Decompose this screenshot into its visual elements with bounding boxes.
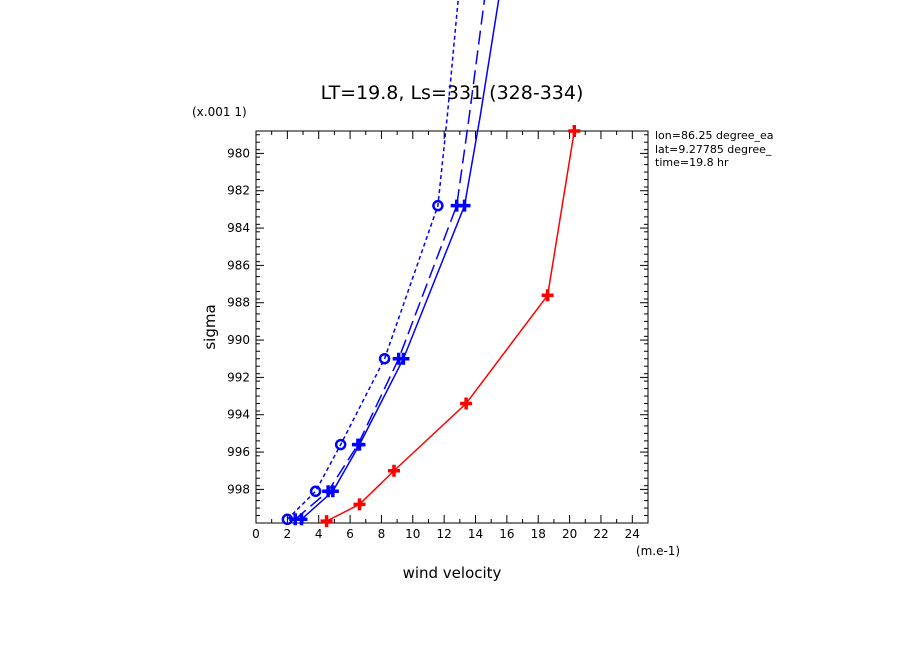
x-tick-label: 0 (252, 527, 260, 541)
chart-title: LT=19.8, Ls=331 (328-334) (321, 82, 584, 104)
x-axis-label: wind velocity (403, 564, 502, 582)
series-4-point (541, 289, 554, 302)
info-lat: lat=9.27785 degree_ (655, 143, 772, 156)
series-2-point (322, 485, 335, 498)
y-unit-label: (x.001 1) (192, 105, 247, 119)
y-tick-label: 992 (227, 370, 250, 384)
x-tick-label: 20 (562, 527, 577, 541)
series-line-2 (294, 0, 486, 520)
info-time: time=19.8 hr (655, 156, 729, 169)
y-tick-label: 990 (227, 333, 250, 347)
y-tick-label: 994 (227, 408, 250, 422)
series-3-point (281, 513, 294, 526)
series-4-point (353, 498, 366, 511)
series-3-point (309, 485, 322, 498)
y-tick-label: 996 (227, 445, 250, 459)
x-tick-label: 10 (405, 527, 420, 541)
series-2-point (450, 199, 463, 212)
x-tick-label: 22 (593, 527, 608, 541)
series-4-point (320, 515, 333, 528)
plot-frame (255, 130, 649, 524)
series-4-point (387, 464, 400, 477)
y-tick-label: 980 (227, 146, 250, 160)
x-tick-label: 4 (315, 527, 323, 541)
series-3-point (334, 438, 347, 451)
series-4-point (460, 397, 473, 410)
series-2-point (351, 438, 364, 451)
y-tick-label: 998 (227, 482, 250, 496)
x-tick-label: 18 (531, 527, 546, 541)
x-unit-label: (m.e-1) (636, 544, 680, 558)
x-tick-label: 14 (468, 527, 483, 541)
series-3-point (378, 352, 391, 365)
x-tick-label: 2 (284, 527, 292, 541)
y-tick-label: 986 (227, 258, 250, 272)
info-lon: lon=86.25 degree_ea (655, 129, 774, 142)
series-4-point (568, 125, 581, 137)
series-2-point (392, 352, 405, 365)
y-tick-label: 988 (227, 296, 250, 310)
series-line-3 (286, 0, 459, 520)
x-tick-label: 24 (625, 527, 640, 541)
y-axis-label: sigma (201, 304, 219, 349)
y-tick-label: 982 (227, 184, 250, 198)
x-tick-label: 12 (437, 527, 452, 541)
series-line-1 (300, 0, 500, 520)
series-3-point (432, 199, 444, 212)
x-tick-label: 8 (378, 527, 386, 541)
y-tick-label: 984 (227, 221, 250, 235)
series-lines (286, 0, 576, 522)
x-tick-label: 16 (499, 527, 514, 541)
x-tick-label: 6 (346, 527, 354, 541)
series-line-4 (326, 130, 576, 522)
